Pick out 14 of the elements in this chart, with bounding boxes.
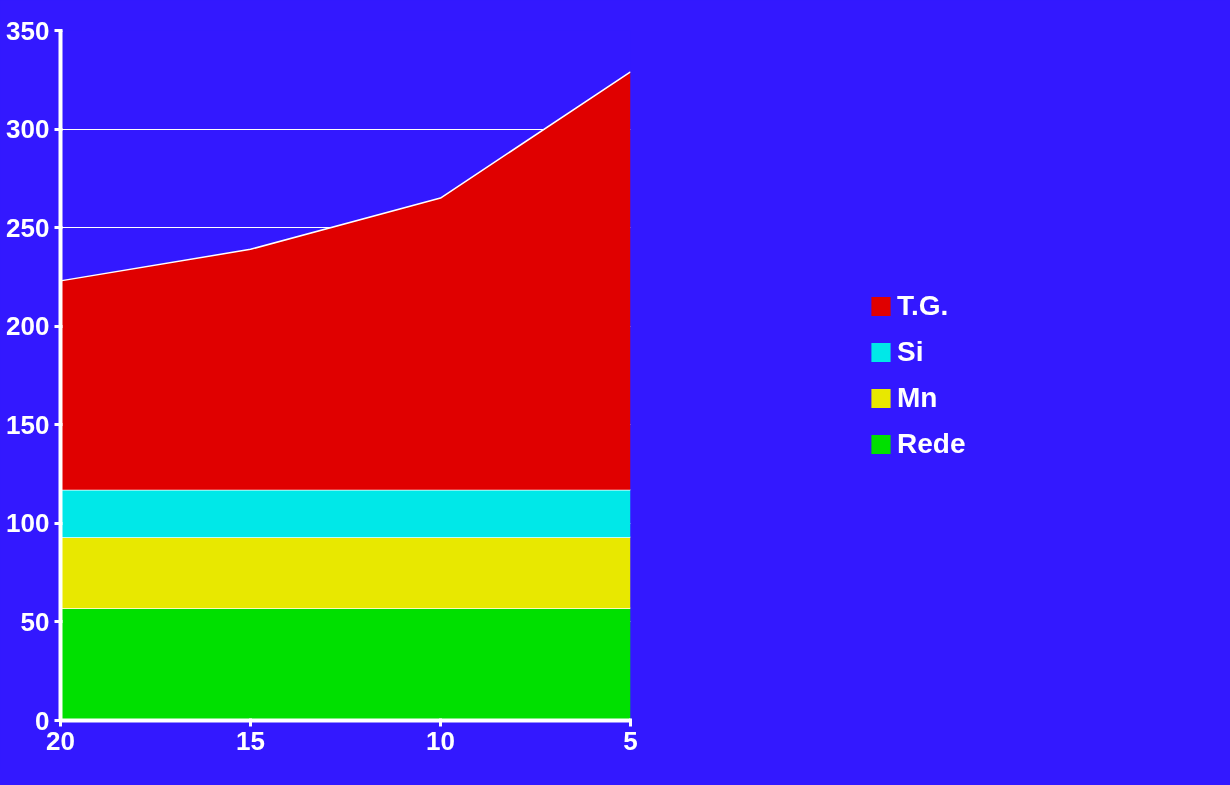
y-tick-label: 100	[6, 508, 50, 539]
x-tick-label: 10	[426, 725, 455, 756]
legend-label: Si	[897, 336, 925, 368]
y-tick-label: 300	[6, 114, 50, 145]
y-tick-label: 350	[6, 15, 50, 46]
x-tick-label: 15	[236, 725, 265, 756]
y-tick-label: 150	[6, 409, 50, 440]
legend-label: Rede	[897, 428, 967, 460]
x-tick-label: 5	[623, 725, 638, 756]
y-tick-label: 50	[20, 606, 50, 637]
legend-label: T.G.	[897, 290, 950, 322]
legend-label: Mn	[897, 382, 939, 414]
y-tick-label: 250	[6, 212, 50, 243]
y-tick-label: 200	[6, 311, 50, 342]
